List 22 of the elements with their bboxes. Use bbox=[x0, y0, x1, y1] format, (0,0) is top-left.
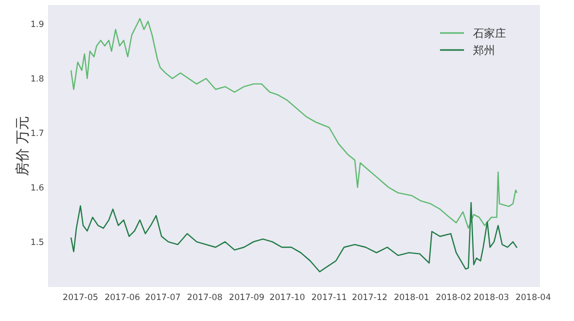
line-series bbox=[70, 202, 518, 272]
x-tick-label: 2017-06 bbox=[104, 293, 140, 303]
y-tick-label: 1.5 bbox=[30, 238, 44, 248]
y-tick-label: 1.7 bbox=[30, 128, 44, 139]
line-series bbox=[70, 18, 518, 229]
x-tick-label: 2017-12 bbox=[352, 293, 388, 303]
x-tick-label: 2017-11 bbox=[311, 293, 347, 303]
x-tick-label: 2018-04 bbox=[515, 293, 551, 303]
legend-label: 石家庄 bbox=[473, 27, 506, 40]
x-tick-label: 2017-09 bbox=[228, 293, 264, 303]
y-tick-label: 1.8 bbox=[30, 74, 44, 84]
x-tick-label: 2018-01 bbox=[394, 293, 430, 303]
x-tick-label: 2017-08 bbox=[187, 293, 223, 303]
x-tick-label: 2017-07 bbox=[145, 293, 181, 303]
x-tick-label: 2018-03 bbox=[474, 293, 510, 303]
y-axis-title: 房价 万元 bbox=[15, 116, 31, 176]
x-tick-label: 2017-05 bbox=[62, 293, 98, 303]
x-tick-label: 2017-10 bbox=[269, 293, 305, 303]
legend-label: 郑州 bbox=[473, 44, 495, 57]
y-tick-label: 1.9 bbox=[30, 20, 44, 30]
x-tick-label: 2018-02 bbox=[436, 293, 472, 303]
y-tick-label: 1.6 bbox=[30, 183, 44, 194]
